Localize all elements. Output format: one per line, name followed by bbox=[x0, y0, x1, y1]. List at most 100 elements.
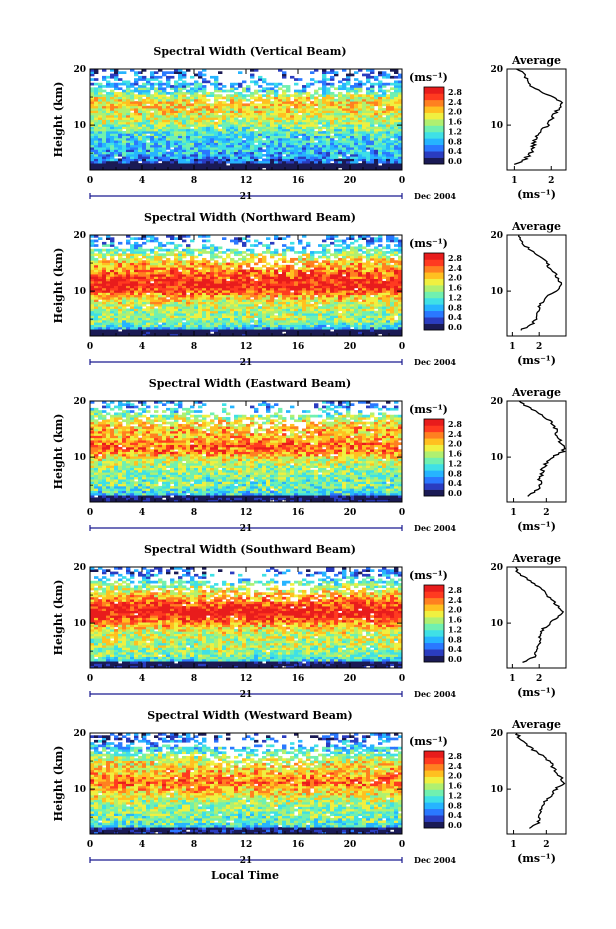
heatmap-cell bbox=[178, 294, 183, 298]
heatmap-cell bbox=[146, 160, 151, 164]
heatmap-cell bbox=[234, 329, 239, 332]
heatmap-cell bbox=[238, 71, 243, 74]
heatmap-cell bbox=[310, 303, 315, 307]
heatmap-cell bbox=[110, 69, 115, 72]
heatmap-cell bbox=[266, 301, 271, 305]
heatmap-cell bbox=[94, 82, 99, 86]
heatmap-cell bbox=[314, 310, 319, 314]
heatmap-cell bbox=[258, 96, 263, 100]
heatmap-cell bbox=[118, 322, 123, 325]
heatmap-cell bbox=[182, 324, 187, 328]
heatmap-cell bbox=[278, 299, 283, 302]
heatmap-cell bbox=[310, 292, 315, 296]
heatmap-cell bbox=[370, 322, 375, 325]
heatmap-cell bbox=[190, 135, 195, 139]
heatmap-cell bbox=[246, 167, 251, 171]
heatmap-cell bbox=[110, 163, 115, 166]
heatmap-cell bbox=[194, 89, 199, 93]
heatmap-cell bbox=[138, 163, 143, 166]
heatmap-cell bbox=[110, 313, 115, 316]
heatmap-cell bbox=[358, 163, 363, 166]
heatmap-cell bbox=[390, 299, 395, 302]
heatmap-cell bbox=[354, 140, 359, 143]
heatmap-cell bbox=[102, 89, 107, 93]
heatmap-cell bbox=[346, 80, 351, 84]
heatmap-cell bbox=[278, 283, 283, 286]
heatmap-cell bbox=[186, 280, 191, 284]
heatmap-cell bbox=[154, 285, 159, 289]
heatmap-cell bbox=[186, 147, 191, 150]
heatmap-cell bbox=[298, 121, 303, 125]
heatmap-cell bbox=[158, 144, 163, 148]
heatmap-cell bbox=[326, 96, 331, 100]
heatmap-cell bbox=[90, 130, 95, 134]
heatmap-cell bbox=[322, 101, 327, 104]
heatmap-cell bbox=[94, 133, 99, 136]
heatmap-cell bbox=[318, 308, 323, 312]
heatmap-cell bbox=[126, 160, 131, 164]
heatmap-cell bbox=[246, 121, 251, 125]
heatmap-cell bbox=[170, 283, 175, 286]
heatmap-cell bbox=[350, 280, 355, 284]
heatmap-cell bbox=[198, 310, 203, 314]
heatmap-cell bbox=[150, 167, 155, 171]
heatmap-cell bbox=[142, 94, 147, 97]
heatmap-cell bbox=[370, 280, 375, 284]
heatmap-cell bbox=[218, 117, 223, 120]
heatmap-cell bbox=[178, 89, 183, 93]
heatmap-cell bbox=[266, 287, 271, 291]
heatmap-cell bbox=[106, 278, 111, 282]
heatmap-cell bbox=[186, 110, 191, 114]
heatmap-cell bbox=[162, 121, 167, 125]
heatmap-cell bbox=[238, 137, 243, 141]
heatmap-cell bbox=[298, 333, 303, 337]
heatmap-cell bbox=[146, 112, 151, 116]
heatmap-cell bbox=[90, 322, 95, 325]
heatmap-cell bbox=[150, 276, 155, 280]
heatmap-cell bbox=[130, 285, 135, 289]
heatmap-cell bbox=[394, 110, 399, 114]
heatmap-cell bbox=[282, 278, 287, 282]
heatmap-cell bbox=[162, 153, 167, 157]
heatmap-cell bbox=[110, 315, 115, 319]
heatmap-cell bbox=[314, 130, 319, 134]
heatmap-cell bbox=[126, 333, 131, 337]
heatmap-cell bbox=[262, 283, 267, 286]
heatmap-cell bbox=[350, 276, 355, 280]
heatmap-cell bbox=[178, 156, 183, 159]
heatmap-cell bbox=[394, 147, 399, 150]
heatmap-cell bbox=[282, 103, 287, 107]
heatmap-cell bbox=[274, 128, 279, 132]
heatmap-cell bbox=[294, 294, 299, 298]
heatmap-cell bbox=[186, 114, 191, 118]
heatmap-cell bbox=[326, 326, 331, 330]
heatmap-cell bbox=[270, 278, 275, 282]
heatmap-cell bbox=[258, 121, 263, 125]
heatmap-cell bbox=[394, 322, 399, 325]
y-axis-title: Height (km) bbox=[52, 82, 65, 158]
heatmap-cell bbox=[170, 133, 175, 136]
heatmap-cell bbox=[286, 301, 291, 305]
heatmap-cell bbox=[266, 331, 271, 335]
heatmap-cell bbox=[202, 108, 207, 111]
heatmap-cell bbox=[254, 140, 259, 143]
heatmap-cell bbox=[126, 119, 131, 123]
heatmap-cell bbox=[170, 167, 175, 171]
heatmap-cell bbox=[170, 308, 175, 312]
heatmap-cell bbox=[394, 310, 399, 314]
heatmap-cell bbox=[374, 103, 379, 107]
heatmap-cell bbox=[362, 147, 367, 150]
heatmap-cell bbox=[278, 117, 283, 120]
heatmap-cell bbox=[194, 299, 199, 302]
heatmap-cell bbox=[370, 105, 375, 109]
heatmap-cell bbox=[258, 140, 263, 143]
heatmap-cell bbox=[122, 156, 127, 159]
heatmap-cell bbox=[326, 294, 331, 298]
heatmap-cell bbox=[318, 163, 323, 166]
heatmap-cell bbox=[238, 303, 243, 307]
heatmap-cell bbox=[346, 310, 351, 314]
heatmap-cell bbox=[178, 317, 183, 321]
heatmap-cell bbox=[298, 299, 303, 302]
heatmap-cell bbox=[362, 114, 367, 118]
heatmap-cell bbox=[190, 167, 195, 171]
